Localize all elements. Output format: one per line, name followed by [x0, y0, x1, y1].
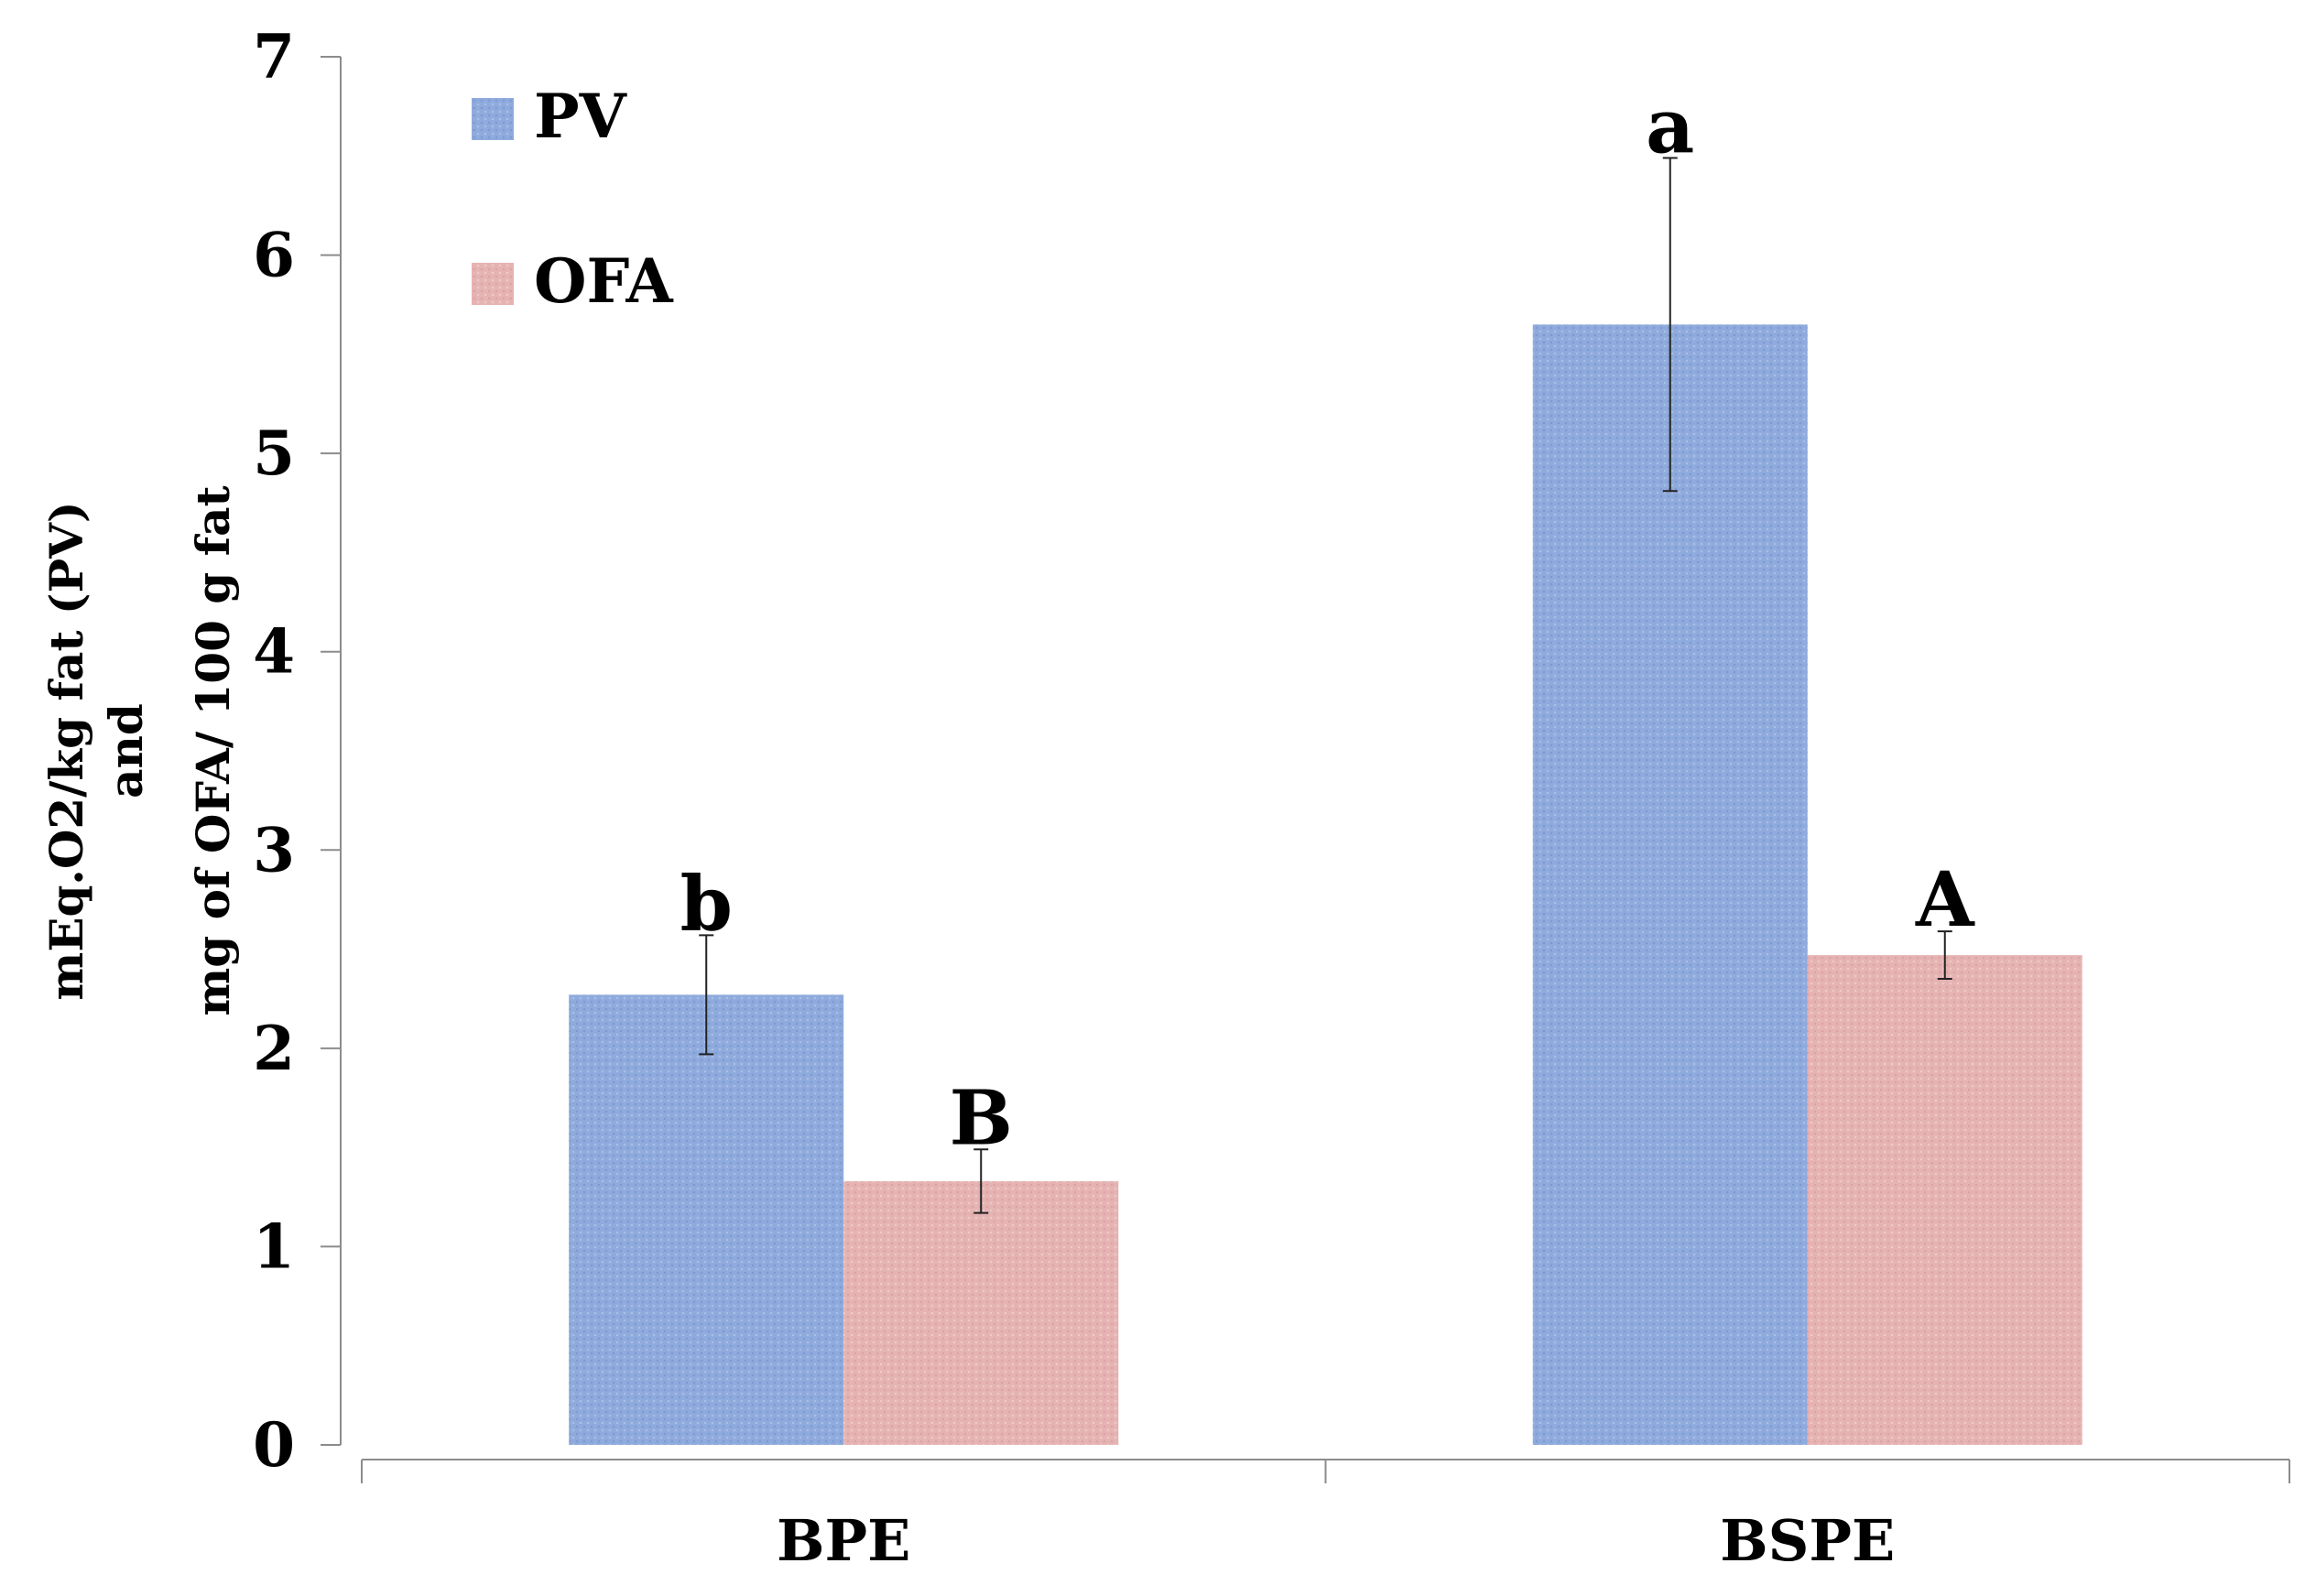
significance-label: A	[1915, 856, 1975, 944]
error-bar-pv-bpe	[699, 934, 714, 1056]
y-tick-label: 6	[253, 220, 295, 291]
axes	[340, 57, 2290, 1483]
x-category-label: BSPE	[1720, 1507, 1895, 1574]
error-bar-ofa-bpe	[973, 1148, 989, 1214]
legend-swatch-ofa	[472, 263, 514, 305]
y-tick-label: 0	[253, 1409, 295, 1481]
y-axis-title-line-1: mEq.O2/kg fat (PV)	[39, 501, 93, 1000]
bar-pv-bpe	[569, 994, 844, 1445]
legend-label-ofa: OFA	[534, 245, 673, 317]
y-tick-label: 5	[253, 418, 295, 489]
legend: PV OFA	[472, 81, 673, 317]
error-bar-ofa-bspe	[1937, 930, 1952, 981]
error-bars	[699, 157, 1952, 1214]
error-bar-pv-bspe	[1662, 157, 1678, 493]
y-tick-label: 1	[253, 1211, 295, 1282]
y-tick-label: 3	[253, 814, 295, 885]
y-axis-title: mEq.O2/kg fat (PV) and mg of OFA/ 100 g …	[39, 485, 240, 1015]
legend-label-pv: PV	[534, 81, 628, 152]
bar-ofa-bpe	[843, 1180, 1119, 1445]
y-ticks: 0 1 2 3 4 5 6 7	[253, 21, 341, 1481]
y-axis-title-line-3: mg of OFA/ 100 g fat	[186, 485, 240, 1015]
y-axis-title-line-2: and	[99, 703, 153, 798]
significance-labels: b Ba A	[680, 82, 1975, 1162]
significance-label: a	[1646, 82, 1694, 170]
y-tick-label: 2	[253, 1013, 295, 1084]
legend-swatch-pv	[472, 98, 514, 140]
bar-pv-bspe	[1532, 324, 1808, 1445]
x-category-label: BPE	[777, 1507, 910, 1574]
y-tick-label: 7	[253, 21, 295, 92]
y-tick-label: 4	[253, 616, 295, 688]
bars	[569, 324, 2082, 1445]
significance-label: b	[680, 860, 733, 948]
significance-label: B	[950, 1074, 1013, 1162]
bar-ofa-bspe	[1807, 955, 2082, 1445]
x-category-labels: BPE BSPE	[777, 1507, 1895, 1574]
